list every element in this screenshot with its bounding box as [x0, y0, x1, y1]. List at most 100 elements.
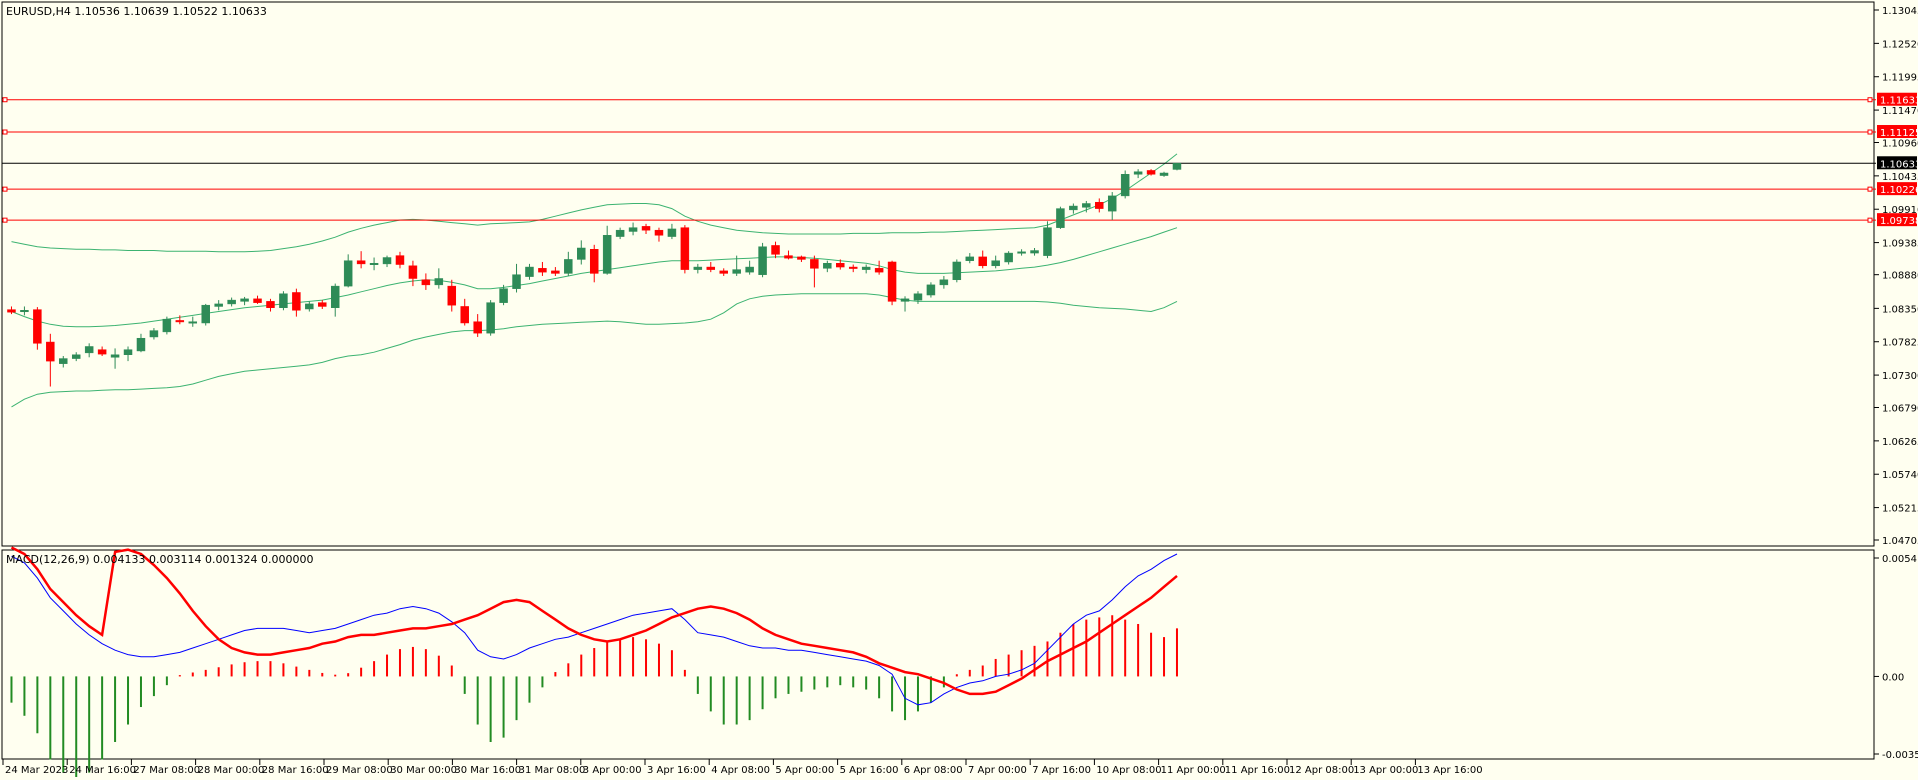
candle [615, 227, 625, 240]
candle-body [602, 235, 612, 274]
time-tick-label: 12 Apr 08:00 [1289, 765, 1354, 776]
candle-body [1159, 172, 1169, 176]
candle-body [538, 268, 547, 273]
time-tick-label: 13 Apr 00:00 [1353, 765, 1418, 776]
time-tick-label: 28 Mar 00:00 [198, 765, 265, 776]
candle-body [874, 268, 884, 273]
candle [447, 279, 457, 312]
candle [343, 254, 353, 288]
candle-body [162, 318, 172, 333]
candle [162, 316, 172, 335]
candle [978, 250, 987, 269]
candle-body [564, 259, 573, 274]
price-tick-label: 1.09910 [1882, 205, 1918, 216]
time-tick-label: 11 Apr 00:00 [1161, 765, 1226, 776]
candle [175, 315, 185, 325]
level-anchor-right[interactable] [1867, 186, 1873, 192]
candle-body [758, 246, 767, 275]
candle-body [1107, 195, 1117, 212]
level-anchor-right[interactable] [1867, 217, 1873, 223]
candle [266, 298, 275, 312]
candle-body [913, 293, 923, 301]
candle-body [33, 309, 42, 344]
candle-body [784, 255, 793, 259]
price-pane[interactable] [1, 1, 1875, 547]
candle [823, 260, 832, 273]
candle [292, 288, 301, 317]
candle [123, 346, 133, 362]
candle [861, 264, 871, 274]
level-anchor-right[interactable] [1867, 97, 1873, 103]
candle [577, 240, 586, 265]
current-price-tag-box [1877, 156, 1917, 170]
price-tick-label: 1.08880 [1882, 271, 1918, 282]
candle-body [900, 298, 910, 302]
level-price-tag: 1.09738 [1880, 216, 1918, 227]
candle-body [1146, 170, 1156, 175]
candle [434, 268, 444, 289]
candle [318, 300, 327, 309]
candle [732, 255, 741, 276]
candle-body [343, 260, 353, 287]
candle-body [667, 228, 677, 237]
candle-body [848, 266, 858, 269]
price-tick-label: 1.05215 [1882, 504, 1918, 515]
candle [1056, 206, 1065, 229]
candle [486, 300, 495, 336]
level-anchor-left[interactable] [2, 129, 8, 135]
time-tick-label: 5 Apr 16:00 [840, 765, 899, 776]
macd-main-line [11, 553, 1178, 706]
candle [667, 223, 677, 240]
candle [253, 295, 262, 304]
candle-body [356, 260, 366, 265]
price-tick-label: 1.10960 [1882, 139, 1918, 150]
horizontal-levels[interactable] [2, 97, 1876, 223]
candle [110, 348, 120, 369]
candle [771, 241, 780, 259]
candle-body [926, 284, 936, 296]
candle-body [797, 256, 806, 260]
candle [952, 259, 962, 283]
candle [460, 298, 469, 326]
candle [20, 306, 29, 316]
time-tick-label: 7 Apr 16:00 [1032, 765, 1091, 776]
candle [1004, 251, 1013, 265]
macd-tick-label: -0.003549 [1882, 750, 1918, 761]
candle [745, 260, 754, 275]
candle [641, 223, 651, 235]
level-anchor-left[interactable] [2, 186, 8, 192]
candle [227, 297, 236, 307]
price-tick-label: 1.09385 [1882, 239, 1918, 250]
candle-body [1004, 252, 1013, 263]
time-tick-label: 31 Mar 08:00 [519, 765, 586, 776]
time-tick-label: 4 Apr 08:00 [711, 765, 770, 776]
candle-body [615, 229, 625, 237]
level-anchor-right[interactable] [1867, 129, 1873, 135]
time-tick-label: 5 Apr 00:00 [775, 765, 834, 776]
candle-body [214, 303, 223, 307]
candle-body [745, 266, 754, 273]
candle [551, 267, 560, 276]
candle-body [110, 354, 120, 358]
candle-body [123, 349, 133, 356]
candle-body [861, 266, 871, 270]
candle [1107, 192, 1117, 221]
level-anchor-left[interactable] [2, 97, 8, 103]
candle [188, 316, 198, 327]
candle-body [59, 358, 68, 364]
symbol-header: EURUSD,H4 1.10536 1.10639 1.10522 1.1063… [6, 5, 267, 18]
candle [1133, 169, 1143, 179]
macd-header: MACD(12,26,9) 0.004133 0.003114 0.001324… [6, 553, 313, 566]
candle-body [266, 301, 275, 308]
candle [564, 251, 573, 276]
candle-body [136, 337, 146, 352]
level-price-tag-box [1877, 125, 1917, 139]
level-anchor-left[interactable] [2, 217, 8, 223]
candle-body [1095, 201, 1104, 209]
candle-body [1082, 203, 1091, 208]
macd-pane[interactable] [1, 549, 1875, 760]
time-tick-label: 29 Mar 08:00 [326, 765, 393, 776]
